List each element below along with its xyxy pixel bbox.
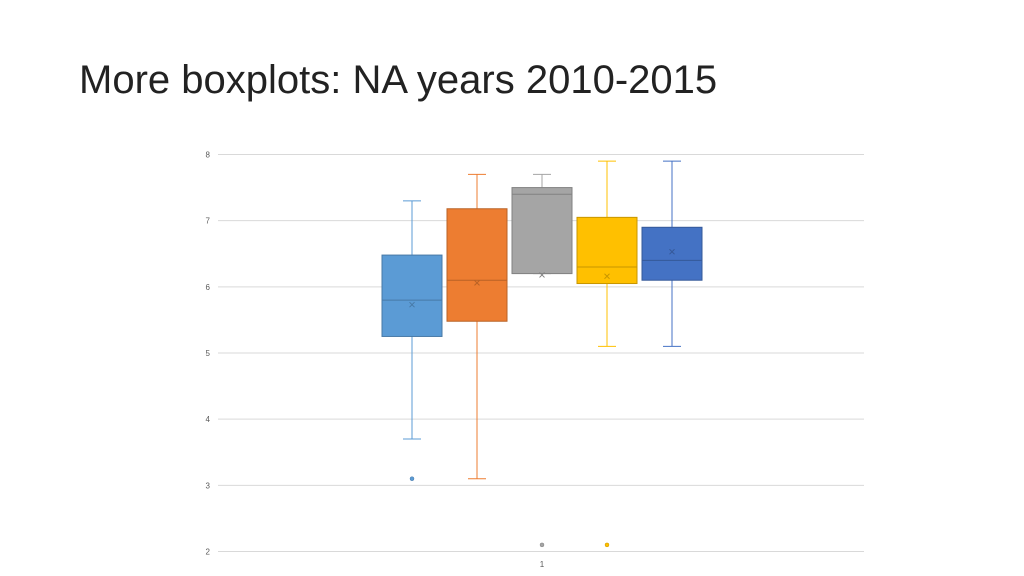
boxes (381, 160, 703, 548)
y-tick-label: 7 (206, 217, 211, 226)
box-series-1 (381, 200, 443, 481)
mean-marker (474, 280, 480, 286)
y-tick-label: 4 (206, 415, 211, 424)
mean-marker (604, 273, 610, 280)
box-series-5 (641, 160, 703, 347)
y-tick-label: 6 (206, 283, 211, 292)
y-tick-label: 2 (206, 548, 211, 557)
y-tick-label: 8 (206, 151, 211, 160)
box-series-2 (446, 173, 508, 480)
y-axis: 2 3 4 5 6 7 8 (206, 151, 211, 557)
y-tick-label: 5 (206, 349, 211, 358)
mean-marker (409, 301, 415, 308)
outlier-point (409, 476, 415, 481)
mean-marker (669, 248, 675, 255)
iqr-box (511, 187, 573, 275)
mean-marker (539, 272, 545, 278)
x-tick-label: 1 (540, 560, 545, 569)
outlier-point (539, 542, 545, 548)
iqr-box (446, 208, 508, 322)
box-series-3 (511, 173, 573, 548)
y-tick-label: 3 (206, 481, 211, 490)
iqr-box (641, 226, 703, 281)
slide-title: More boxplots: NA years 2010-2015 (79, 58, 718, 102)
outlier-point (604, 542, 610, 548)
box-series-4 (576, 160, 638, 548)
iqr-box (381, 254, 443, 337)
iqr-box (576, 216, 638, 285)
x-axis: 1 (540, 560, 545, 569)
